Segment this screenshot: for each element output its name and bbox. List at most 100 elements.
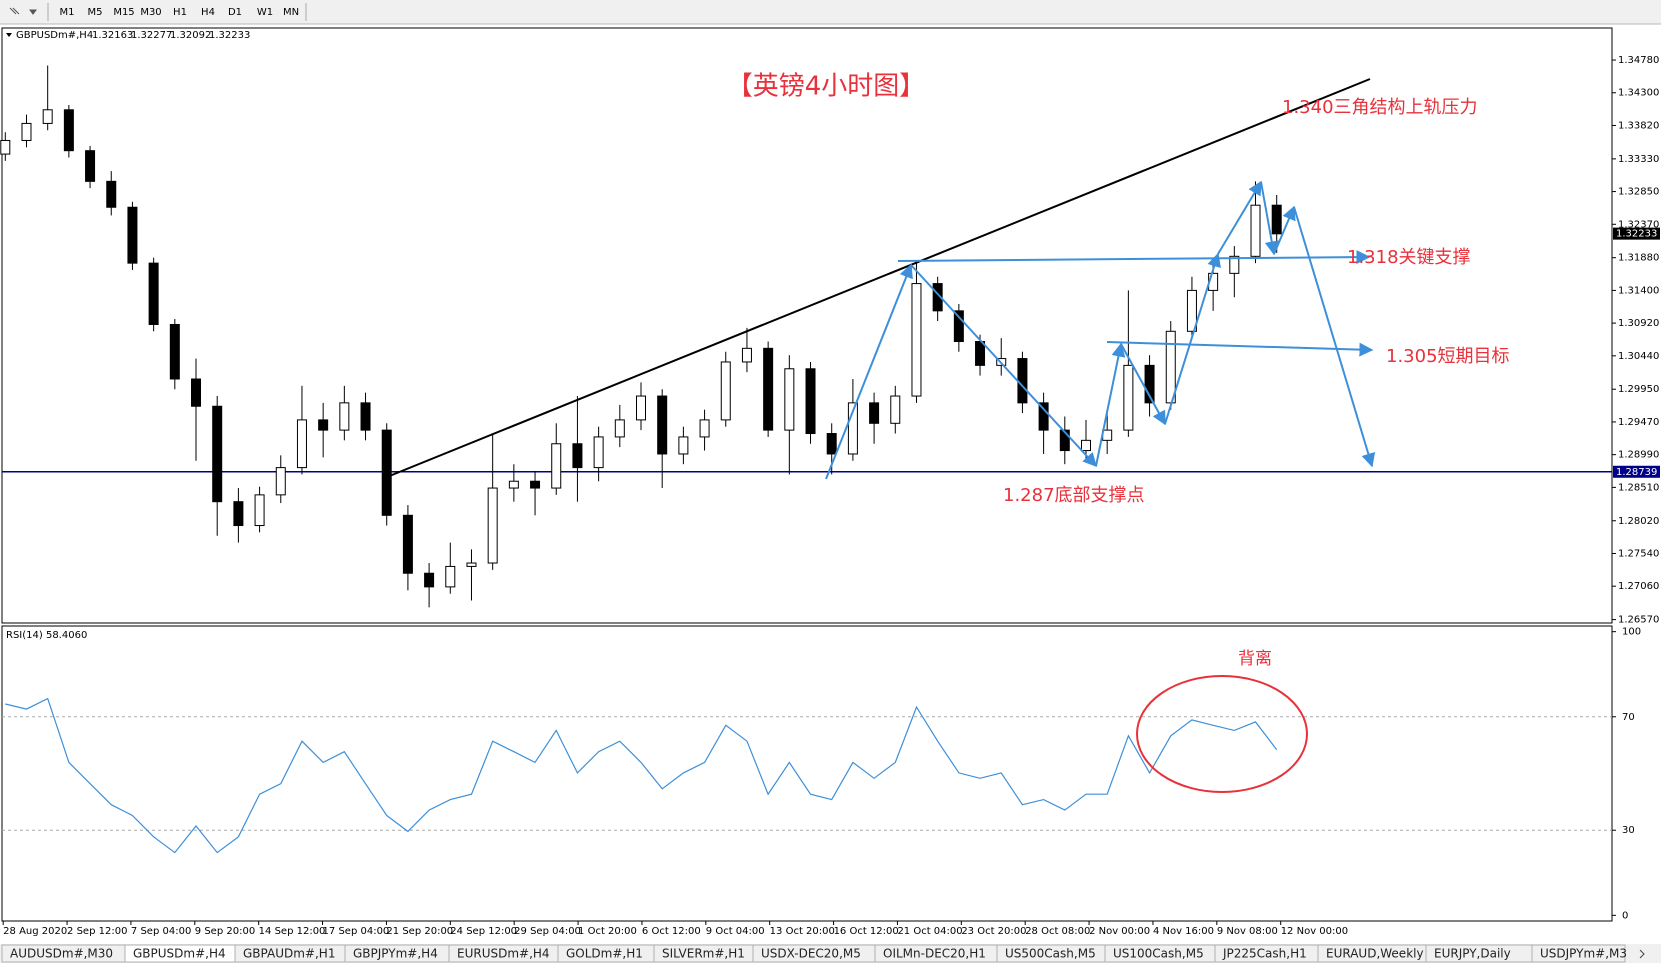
tab-scroll[interactable] [1639, 949, 1645, 959]
y-tick-label: 100 [1622, 627, 1641, 638]
symbol-tab-label[interactable]: GBPAUDm#,H1 [243, 947, 335, 961]
y-tick-label: 1.28990 [1618, 450, 1659, 461]
chart-tools-icon[interactable] [9, 7, 37, 15]
y-tick-label: 1.32850 [1618, 187, 1659, 198]
y-tick-label: 1.30440 [1618, 351, 1659, 362]
x-tick-label: 23 Oct 20:00 [961, 926, 1026, 937]
wave-arrow [910, 264, 1097, 468]
timeframe-button[interactable]: MN [283, 7, 299, 18]
candle-body [360, 402, 371, 431]
symbol-tab-label[interactable]: OILMn-DEC20,H1 [883, 947, 986, 961]
toolbar [0, 0, 1661, 24]
timeframe-button[interactable]: W1 [257, 7, 273, 18]
y-tick-label: 1.34780 [1618, 55, 1659, 66]
timeframe-button[interactable]: M30 [140, 7, 161, 18]
timeframe-button[interactable]: D1 [228, 7, 242, 18]
symbol-tab-label[interactable]: JP225Cash,H1 [1222, 947, 1307, 961]
timeframe-button[interactable]: M1 [60, 7, 75, 18]
y-tick-label: 1.28020 [1618, 516, 1659, 527]
candle-body [63, 109, 74, 152]
y-tick-label: 30 [1622, 825, 1635, 836]
symbol-tab-label[interactable]: EURUSDm#,H4 [457, 947, 550, 961]
candle-body [275, 467, 286, 496]
x-tick-label: 29 Sep 04:00 [514, 926, 581, 937]
candle-body [85, 150, 96, 182]
candle-body [847, 402, 858, 455]
symbol-tab-label[interactable]: USDJPYm#,M3 [1540, 947, 1627, 961]
wave-arrow [1164, 252, 1221, 425]
candle-body [1229, 255, 1240, 274]
symbol-tab-label[interactable]: EURJPY,Daily [1434, 947, 1511, 961]
candle-body [127, 206, 138, 264]
candle-body [508, 480, 519, 489]
rsi-line [5, 697, 1278, 854]
symbol-tab-label[interactable]: GBPJPYm#,H4 [353, 947, 438, 961]
x-tick-label: 9 Oct 04:00 [706, 926, 765, 937]
timeframe-button[interactable]: M15 [113, 7, 134, 18]
candle-body [890, 395, 901, 424]
symbol-tab[interactable] [1531, 944, 1626, 963]
candle-body [1250, 204, 1261, 257]
last-price-box [1613, 227, 1660, 240]
x-tick-label: 2 Nov 00:00 [1089, 926, 1150, 937]
candle-body [1059, 429, 1070, 452]
candle-body [148, 262, 159, 325]
support-price-label: 1.28739 [1616, 467, 1657, 478]
symbol-tab-label[interactable]: USDX-DEC20,M5 [761, 947, 861, 961]
candle-body [487, 487, 498, 564]
y-tick-label: 1.29950 [1618, 384, 1659, 395]
candle-body [572, 443, 583, 469]
candle-body [445, 565, 456, 588]
candle-body [233, 501, 244, 527]
candle-body [318, 419, 329, 431]
x-tick-label: 24 Sep 12:00 [450, 926, 517, 937]
candle-body [1017, 358, 1028, 404]
support-price-box [1613, 465, 1660, 478]
ohlc-value: 1.32277 [131, 30, 172, 41]
wave-arrow [1095, 342, 1126, 467]
x-tick-label: 9 Sep 20:00 [195, 926, 255, 937]
candle-body [1038, 402, 1049, 431]
symbol-tab-label[interactable]: US500Cash,M5 [1005, 947, 1096, 961]
y-tick-label: 1.30920 [1618, 318, 1659, 329]
chart-annotation-title: 【英镑4小时图】 [727, 72, 926, 102]
timeframe-button[interactable]: H1 [173, 7, 187, 18]
annotation: 背离 [1238, 649, 1272, 669]
symbol-tab-label[interactable]: SILVERm#,H1 [662, 947, 745, 961]
candle-body [42, 109, 53, 124]
timeframe-button[interactable]: M5 [88, 7, 103, 18]
annotation: 1.287底部支撑点 [1003, 485, 1145, 506]
symbol-tab-label[interactable]: AUDUSDm#,M30 [10, 947, 113, 961]
candle-body [296, 419, 307, 469]
symbol-label: GBPUSDm#,H4 [16, 30, 93, 41]
x-tick-label: 1 Oct 20:00 [578, 926, 637, 937]
rsi-title: RSI(14) 58.4060 [6, 630, 87, 641]
price-panel [1, 27, 1613, 624]
candle-body [191, 378, 202, 407]
y-tick-label: 1.29470 [1618, 417, 1659, 428]
rsi-panel [1, 625, 1613, 922]
timeframe-button[interactable]: H4 [201, 7, 215, 18]
candle-body [699, 419, 710, 438]
candle-body [593, 436, 604, 469]
candle-body [106, 180, 117, 208]
x-tick-label: 17 Sep 04:00 [323, 926, 390, 937]
y-tick-label: 0 [1622, 910, 1628, 921]
candle-body [657, 395, 668, 455]
candle-body [169, 323, 180, 380]
last-price-label: 1.32233 [1616, 229, 1657, 240]
symbol-tab-label[interactable]: EURAUD,Weekly [1326, 947, 1424, 961]
candle-body [339, 402, 350, 431]
candle-body [826, 433, 837, 455]
candle-body [869, 402, 880, 424]
symbol-tab-label[interactable]: GBPUSDm#,H4 [133, 947, 226, 961]
y-tick-label: 1.34300 [1618, 88, 1659, 99]
symbol-tab-label[interactable]: US100Cash,M5 [1113, 947, 1204, 961]
collapse-arrow[interactable] [6, 33, 12, 37]
x-tick-label: 21 Oct 04:00 [897, 926, 962, 937]
candle-body [614, 419, 625, 438]
symbol-tab-label[interactable]: GOLDm#,H1 [566, 947, 643, 961]
candle-body [1080, 439, 1091, 452]
